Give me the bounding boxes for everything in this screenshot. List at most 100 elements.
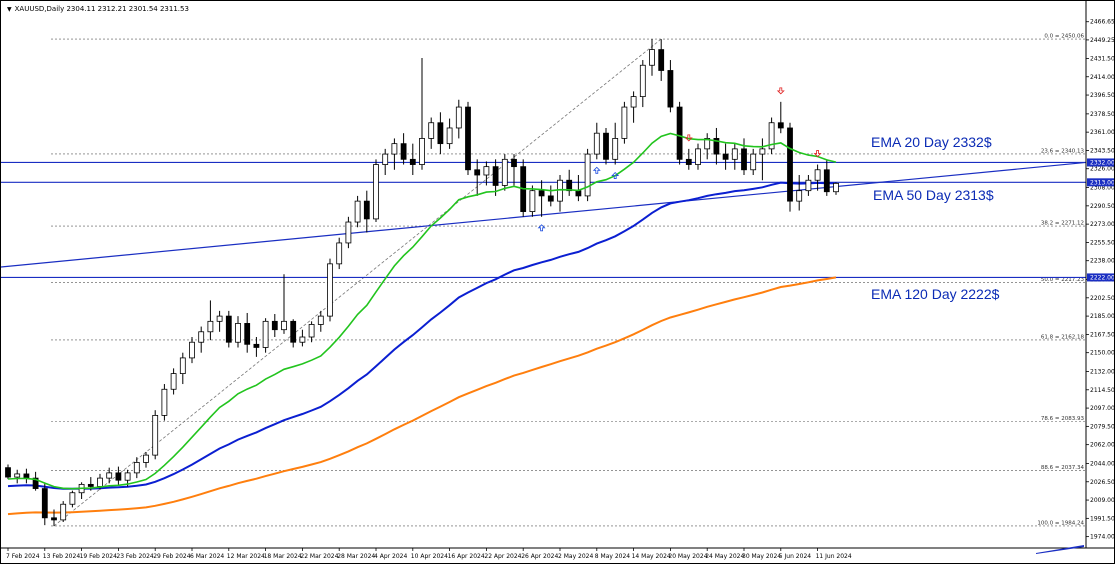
candle [455, 99, 462, 139]
ema50-annotation: EMA 50 Day 2313$ [873, 187, 994, 203]
candle [695, 143, 701, 170]
price-tick-label: 2132.00 [1090, 368, 1114, 375]
candle-body [750, 153, 757, 171]
candle [713, 127, 720, 165]
candle [741, 138, 747, 176]
price-tick-label: 2097.00 [1090, 405, 1114, 412]
time-tick-label: 12 Mar 2024 [227, 553, 265, 560]
candle [336, 237, 343, 270]
candle-body [143, 454, 149, 463]
candle-body [106, 472, 113, 479]
price-tick-label: 1974.00 [1090, 534, 1114, 541]
candle [51, 509, 57, 527]
price-tick-label: 2431.50 [1090, 55, 1114, 62]
candle [731, 143, 738, 170]
candle-body [327, 263, 333, 317]
candle-body [593, 132, 600, 155]
candle [511, 154, 517, 186]
candle-body [437, 122, 444, 145]
candle [419, 57, 425, 170]
candle [299, 329, 306, 347]
candle [658, 39, 665, 81]
candle-body [87, 483, 94, 487]
dropdown-triangle-icon[interactable]: ▼ [7, 6, 12, 13]
candle-body [731, 148, 738, 160]
candle-body [41, 488, 48, 519]
candle-body [501, 158, 508, 186]
candle-body [529, 190, 536, 212]
price-tick-label: 2378.50 [1090, 111, 1114, 118]
candle [483, 161, 490, 186]
candle [354, 195, 361, 228]
candle [557, 175, 563, 212]
candle [262, 318, 269, 353]
time-axis[interactable]: 7 Feb 2024 13 Feb 2024 19 Feb 2024 23 Feb 2… [6, 548, 852, 560]
ema-20-line [7, 132, 837, 490]
time-tick-label: 5 Jun 2024 [779, 553, 811, 560]
candle [216, 310, 223, 332]
candle [143, 451, 149, 468]
fractal-up-arrow-icon [611, 171, 620, 179]
candle [409, 143, 416, 176]
price-tick-label: 2343.50 [1090, 147, 1114, 154]
candle [115, 466, 122, 486]
candle [722, 143, 729, 170]
price-tag-label: 2332.00 [1090, 160, 1114, 167]
candle [78, 482, 85, 500]
price-tag [1087, 273, 1114, 282]
price-tick-label: 2026.50 [1090, 479, 1114, 486]
candle-body [547, 195, 554, 202]
price-tick-label: 2255.50 [1090, 239, 1114, 246]
candle [474, 159, 481, 196]
candle-body [833, 182, 839, 193]
time-tick-label: 22 Apr 2024 [484, 553, 521, 560]
candle [823, 159, 830, 196]
time-tick-label: 24 May 2024 [705, 553, 744, 560]
price-tick-label: 2396.50 [1090, 92, 1114, 99]
candle [5, 464, 11, 480]
candle-body [345, 221, 352, 244]
candle [667, 60, 674, 113]
candle [391, 138, 398, 170]
candle-body [722, 153, 729, 160]
price-axis[interactable]: 2466.65 2449.25 2431.50 2414.00 2396.50 2378.… [1086, 19, 1114, 541]
candle [235, 316, 241, 348]
candle-body [290, 320, 297, 343]
candle-body [152, 414, 159, 456]
symbol-info: XAUUSD,Daily 2304.11 2312.21 2301.54 231… [14, 5, 189, 13]
fib-level-label: 23.6 = 2340.13 [1041, 148, 1085, 154]
candle [446, 118, 453, 149]
fractal-up-arrow-icon [592, 166, 601, 174]
candle-body [216, 315, 223, 322]
candle [676, 101, 683, 165]
price-tick-label: 2308.00 [1090, 185, 1114, 192]
trend-line[interactable] [1, 161, 1087, 268]
candle-body [299, 336, 306, 343]
candle [547, 185, 554, 207]
candle-body [796, 190, 803, 202]
candle-body [373, 164, 379, 220]
candle-body [60, 503, 67, 521]
candle [612, 122, 619, 165]
candle-body [455, 106, 462, 129]
candle [225, 310, 232, 348]
candle-body [253, 343, 260, 348]
candle-body [768, 122, 775, 150]
price-tick-label: 2466.65 [1090, 19, 1114, 26]
candle-body [363, 200, 370, 220]
price-tick-label: 2009.00 [1090, 497, 1114, 504]
scroll-corner-icon [1036, 545, 1084, 554]
candle-body [465, 106, 471, 171]
candle [382, 148, 389, 176]
candle [363, 190, 370, 233]
fractal-up-arrow-icon [537, 224, 546, 232]
candle [759, 138, 766, 181]
time-tick-label: 26 Apr 2024 [521, 553, 558, 560]
candle-body [124, 472, 131, 481]
fibonacci-diagonal [53, 38, 662, 527]
candle [630, 91, 637, 123]
candle [207, 300, 214, 341]
candle [290, 319, 297, 348]
candle-body [170, 373, 177, 390]
